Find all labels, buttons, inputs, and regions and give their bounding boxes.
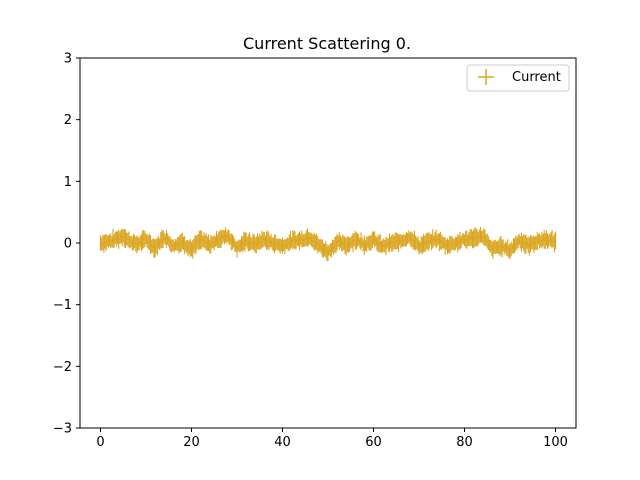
x-axis: 0 20 40 60 80 100 xyxy=(96,428,568,450)
chart-title: Current Scattering 0. xyxy=(243,34,411,53)
x-tick-label: 80 xyxy=(456,435,473,450)
y-axis: −3 −2 −1 0 1 2 3 xyxy=(53,52,80,437)
legend-box xyxy=(466,64,570,92)
y-tick-label: 0 xyxy=(64,237,72,252)
y-tick-label: 2 xyxy=(64,113,72,128)
plot-frame xyxy=(79,57,577,429)
x-tick-label: 100 xyxy=(543,435,568,450)
y-tick-label: −3 xyxy=(53,422,72,437)
y-tick-label: 1 xyxy=(64,175,72,190)
y-tick-label: −1 xyxy=(53,298,72,313)
x-tick-label: 0 xyxy=(96,435,104,450)
x-tick-label: 40 xyxy=(274,435,291,450)
series-layer xyxy=(99,227,557,261)
y-tick-label: −2 xyxy=(53,360,72,375)
y-tick-label: 3 xyxy=(64,52,72,67)
legend: Current xyxy=(466,64,570,92)
x-tick-label: 60 xyxy=(365,435,382,450)
legend-label: Current xyxy=(512,70,561,85)
x-tick-label: 20 xyxy=(183,435,200,450)
